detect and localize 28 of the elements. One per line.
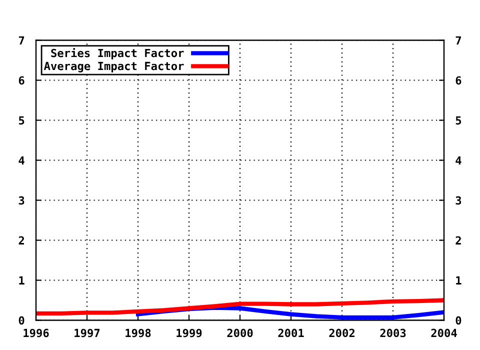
y-tick-label: 1 (19, 276, 24, 284)
y2-tick-label: 2 (456, 236, 461, 244)
y2-tick-label: 7 (456, 36, 461, 44)
x-tick-label: 1996 (24, 328, 49, 338)
y-tick-label: 7 (18, 36, 24, 44)
x-tick-label: 2001 (278, 328, 304, 338)
legend-label: Series Impact Factor (51, 48, 184, 60)
y-tick-label: 0 (18, 316, 24, 325)
x-tick-label: 2004 (431, 328, 457, 338)
y-tick-label: 3 (18, 196, 24, 205)
x-tick-label: 2002 (329, 328, 354, 338)
y-tick-label: 5 (18, 116, 24, 125)
y2-tick-label: 6 (456, 76, 462, 85)
y-tick-label: 6 (18, 76, 24, 85)
line-series (36, 298, 444, 316)
x-tick-label: 1997 (74, 328, 100, 338)
x-tick-label: 1998 (126, 328, 151, 338)
y2-tick-label: 5 (456, 116, 462, 125)
y-tick-label: 2 (18, 236, 24, 244)
y2-tick-label: 1 (456, 276, 462, 284)
legend-label: Average Impact Factor (44, 62, 184, 72)
y-tick-label: 4 (18, 156, 24, 164)
y2-tick-label: 3 (456, 196, 462, 205)
y2-tick-label: 4 (456, 156, 462, 164)
x-tick-label: 2003 (380, 328, 406, 338)
y2-tick-label: 0 (456, 316, 462, 325)
x-tick-label: 2000 (227, 328, 253, 338)
x-tick-label: 1999 (176, 328, 202, 338)
